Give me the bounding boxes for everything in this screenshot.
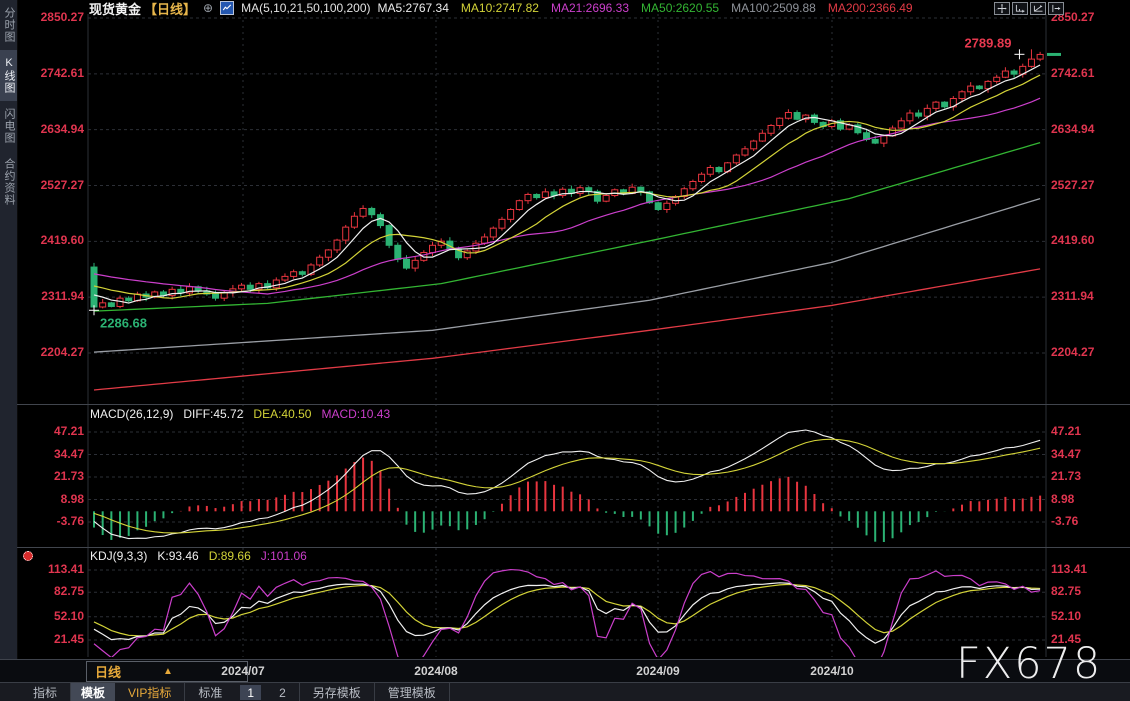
chart-type-sidebar: 分时图 K线图闪电图合约资料 [0,0,18,660]
month-label: 2024/09 [636,664,680,678]
kdj-d-value: D:89.66 [208,549,251,563]
axis-tick: 2311.94 [41,289,84,303]
sidebar-item-分时图[interactable]: 分时图 [3,7,15,43]
ma-value: MA21:2696.33 [550,1,630,15]
toolbar-item-1[interactable]: 1 [240,685,262,700]
period-selector[interactable]: 日线 ▲ [86,661,248,682]
toolbar-item-标准[interactable]: 标准 [198,686,223,700]
macd-macd-value: MACD:10.43 [321,407,391,421]
axis-tick: 2311.94 [1051,289,1094,303]
kdj-k-value: K:93.46 [157,549,199,563]
kdj-title: KDJ(9,3,3) [90,549,148,563]
month-label: 2024/07 [221,664,265,678]
ma-value: MA10:2747.82 [460,1,539,15]
axis-tick: 52.10 [1051,609,1082,623]
ma-value: MA100:2509.88 [731,1,816,15]
watermark: FX678 [956,639,1103,689]
axis-tick: 2527.27 [40,178,84,192]
toolbar-item-指标[interactable]: 指标 [20,683,72,701]
axis-tick: 8.98 [1051,492,1075,506]
kdj-header: KDJ(9,3,3) K:93.46 D:89.66 J:101.06 [90,549,307,563]
axis-tick: 21.45 [53,632,84,646]
candlestick-series [90,49,1044,311]
axis-tick: 2850.27 [40,10,84,24]
axis-tick: 52.10 [53,609,84,623]
axis-tick: 21.45 [1051,632,1082,646]
last-price-tick [1047,52,1061,56]
ma-group-label: MA(5,10,21,50,100,200) [241,1,371,15]
month-label: 2024/08 [414,664,458,678]
axis-tick: 2527.27 [1051,178,1095,192]
axis-tick: 8.98 [60,492,84,506]
macd-header: MACD(26,12,9) DIFF:45.72 DEA:40.50 MACD:… [90,407,390,421]
macd-diff-value: DIFF:45.72 [183,407,244,421]
axis-tick: 2204.27 [40,345,84,359]
period-label: 日线 [95,665,122,680]
low-price-label: 2286.68 [100,315,147,330]
price-markers: 2286.68 2789.89 [89,35,1061,330]
axis-tick: 34.47 [53,447,84,461]
axis-tick: 21.73 [53,469,84,483]
kdj-j-value: J:101.06 [260,549,307,563]
crosshair-move-icon[interactable] [994,2,1010,15]
axis-tick: 2634.94 [1051,122,1095,136]
time-axis-bar: 日线 ▲ 2024/07 2024/08 2024/09 2024/10 [0,659,1130,683]
macd-series [93,429,1042,542]
axis-tick: 82.75 [53,584,84,598]
chart-style-icon[interactable] [220,1,235,15]
indicator-settings-icon[interactable] [23,551,33,561]
period-tag: 【日线】 [144,1,197,17]
ma-value: MA5:2767.34 [377,1,449,15]
axis-tick: 34.47 [1051,447,1082,461]
x-axis-scale-icon[interactable] [1012,2,1028,15]
toolbar-item-VIP指标[interactable]: VIP指标 [115,683,186,701]
sidebar-item-闪电图[interactable]: 闪电图 [3,108,15,144]
expand-icon[interactable]: ⊕ [203,1,214,15]
chart-canvas[interactable]: 2286.68 2789.89 [0,0,1130,659]
axis-tick: 2742.61 [40,66,84,80]
month-label: 2024/10 [810,664,854,678]
toolbar-item-模板[interactable]: 模板 [71,683,116,701]
toolbar-item-另存模板[interactable]: 另存模板 [300,683,375,701]
pan-right-icon[interactable] [1048,2,1064,15]
macd-title: MACD(26,12,9) [90,407,174,421]
axis-tick: 2742.61 [1051,66,1095,80]
period-arrow-icon: ▲ [163,666,173,677]
ma-values: MA5:2767.34 MA10:2747.82 MA21:2696.33 MA50:… [378,1,913,15]
axis-tick: 47.21 [1051,424,1082,438]
axis-tick: 2204.27 [1051,345,1095,359]
ma-value: MA200:2366.49 [827,1,913,15]
bottom-toolbar: 指标 模板 VIP指标 标准 1 2 另存模板 管理模板 [0,682,1130,701]
axis-tick: 82.75 [1051,584,1082,598]
ma-value: MA50:2620.55 [641,1,720,15]
high-price-label: 2789.89 [964,35,1011,50]
kdj-series [93,568,1041,657]
chart-corner-toolbar [994,2,1064,15]
chart-header: 现货黄金 【日线】 ⊕ MA(5,10,21,50,100,200) MA5:27… [89,0,913,17]
toolbar-item-2[interactable]: 2 [266,683,300,701]
axis-tick: -3.76 [56,514,84,528]
y-axis-scale-icon[interactable] [1030,2,1046,15]
axis-tick: 2419.60 [40,233,84,247]
toolbar-item-管理模板[interactable]: 管理模板 [375,683,450,701]
sidebar-item-合约资料[interactable]: 合约资料 [3,158,15,206]
sidebar-item-K线图[interactable]: K线图 [0,50,17,101]
axis-tick: 2634.94 [40,122,84,136]
axis-tick: 21.73 [1051,469,1082,483]
axis-tick: 113.41 [47,562,84,576]
axis-tick: 2419.60 [1051,233,1095,247]
ma-lines [93,64,1041,391]
axis-tick: -3.76 [1051,514,1079,528]
grid-lines [17,14,1130,657]
macd-dea-value: DEA:40.50 [253,407,312,421]
axis-tick: 47.21 [53,424,84,438]
axis-tick: 113.41 [1051,562,1088,576]
instrument-name: 现货黄金 [89,1,142,17]
